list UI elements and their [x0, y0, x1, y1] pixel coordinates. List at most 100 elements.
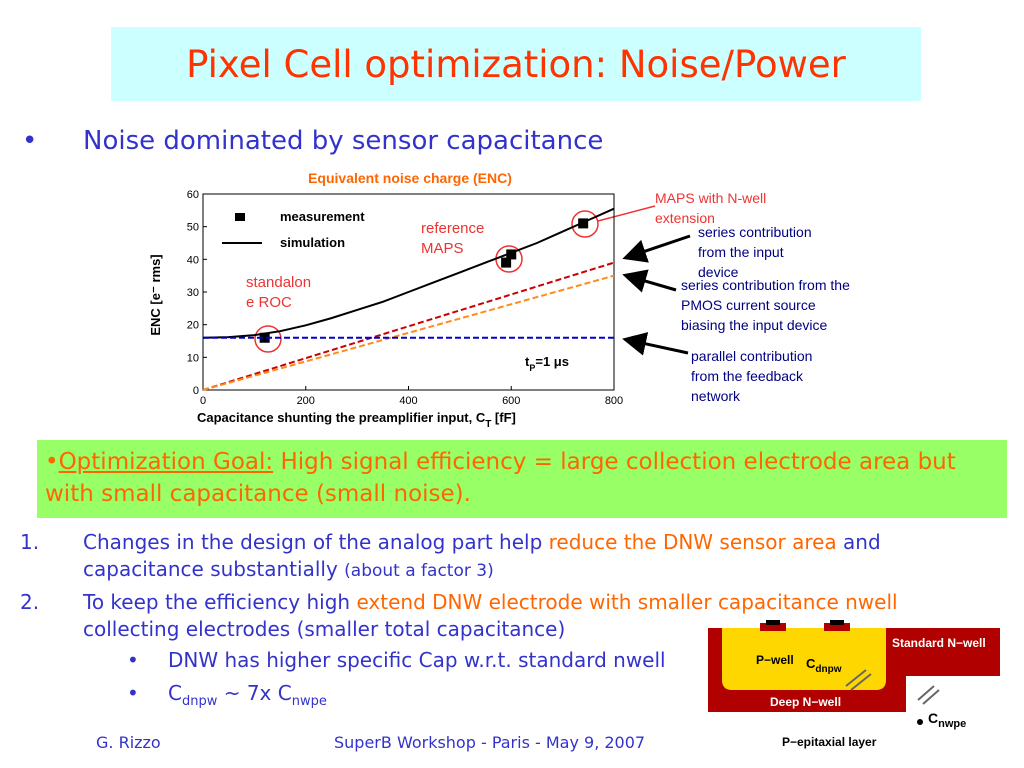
highlight-circle — [571, 210, 599, 238]
annotation: standalon e ROC — [246, 274, 311, 311]
subitem-marker: • — [127, 648, 139, 672]
slide-title: Pixel Cell optimization: Noise/Power — [111, 27, 921, 101]
annotation-line: MAPS — [421, 240, 464, 257]
t-label-sub: P — [529, 363, 535, 373]
text-run: dnpw — [181, 694, 218, 709]
legend-swatch — [235, 213, 245, 221]
item-text: Changes in the design of the analog part… — [83, 529, 1003, 585]
x-tick-label: 200 — [297, 395, 315, 407]
callout-line — [597, 205, 656, 222]
t-label-rest: =1 μs — [535, 354, 569, 369]
t-label: tP=1 μs — [525, 354, 569, 373]
capacitor — [917, 685, 935, 701]
subitem-text: Cdnpw ~ 7x Cnwpe — [168, 680, 327, 715]
goal-box: •Optimization Goal: High signal efficien… — [37, 440, 1007, 518]
text-run: C — [168, 681, 182, 705]
item-text: To keep the efficiency high extend DNW e… — [83, 589, 983, 643]
text-run: Changes in the design of the analog part… — [83, 530, 549, 554]
y-tick-label: 40 — [187, 254, 199, 266]
y-tick-label: 50 — [187, 222, 199, 234]
measurement-point — [501, 257, 512, 268]
capacitor — [845, 669, 867, 687]
annotation: series contribution from the PMOS current… — [681, 277, 850, 333]
text-run: collecting electrodes (smaller total cap… — [83, 617, 566, 641]
capacitor — [850, 673, 872, 691]
diagram: P−well Cdnpw Standard N−well Deep N−well… — [696, 620, 1024, 768]
arrow — [622, 332, 689, 356]
x-tick-label: 0 — [200, 395, 206, 407]
text-run: ~ 7x C — [217, 681, 292, 705]
measurement-point — [506, 249, 517, 260]
annotation-line: series contribution from the — [681, 277, 850, 293]
cnwpe-label: Cnwpe — [928, 710, 966, 730]
annotation: parallel contribution from the feedback ne… — [691, 348, 812, 404]
pwell-label: P−well — [756, 653, 794, 667]
annotation: series contribution from the input device — [698, 224, 812, 280]
item-number: 1. — [20, 530, 40, 554]
annotation: reference MAPS — [421, 220, 484, 257]
contact — [760, 623, 786, 631]
arrow — [622, 234, 691, 263]
annotation-line: from the feedback — [691, 368, 804, 384]
annotation-line: series contribution — [698, 224, 812, 240]
legend-label: simulation — [280, 235, 345, 250]
y-tick-label: 0 — [193, 385, 199, 397]
contribution-line — [202, 274, 615, 391]
contact — [766, 620, 780, 625]
text-run: extend DNW electrode with smaller capaci… — [356, 590, 898, 614]
x-axis-label: Capacitance shunting the preamplifier in… — [197, 410, 516, 430]
annotation: MAPS with N-well extension — [655, 190, 766, 226]
text-run: (about a factor 3) — [344, 561, 494, 581]
cnwpe-main: C — [928, 710, 938, 726]
footer-author: G. Rizzo — [96, 733, 161, 752]
annotation-line: biasing the input device — [681, 317, 828, 333]
annotation-line: extension — [655, 210, 715, 226]
deep-label: Deep N−well — [770, 695, 841, 709]
arrow — [622, 269, 677, 293]
measurement-point — [259, 332, 270, 343]
standard-nwell — [880, 628, 1000, 676]
text-run: reduce the DNW sensor area — [548, 530, 837, 554]
x-axis-label-rest: [fF] — [491, 410, 516, 425]
y-tick-label: 30 — [187, 287, 199, 299]
y-tick-label: 60 — [187, 189, 199, 201]
annotation-line: parallel contribution — [691, 348, 812, 364]
y-tick-label: 10 — [187, 352, 199, 364]
x-tick-label: 400 — [399, 395, 417, 407]
cdnpw-main: C — [806, 656, 816, 671]
text-run: DNW has higher specific Cap w.r.t. stand… — [168, 648, 666, 672]
cdnpw-label: Cdnpw — [806, 656, 842, 675]
x-tick-label: 600 — [502, 395, 520, 407]
highlight-circle — [254, 325, 282, 353]
node — [917, 719, 923, 725]
pwell — [722, 628, 886, 690]
item-number: 2. — [20, 590, 40, 614]
goal-text: High signal efficiency = large collectio… — [45, 449, 956, 507]
legend-label: measurement — [280, 209, 365, 224]
subitem-text: DNW has higher specific Cap w.r.t. stand… — [168, 647, 666, 674]
bullet-text: Noise dominated by sensor capacitance — [83, 126, 604, 156]
contact — [824, 623, 850, 631]
annotation-line: network — [691, 388, 741, 404]
annotation-line: standalon — [246, 274, 311, 291]
t-label-main: t — [525, 354, 530, 369]
x-tick-label: 800 — [605, 395, 623, 407]
capacitor — [922, 689, 940, 705]
contact — [830, 620, 844, 625]
footer-event: SuperB Workshop - Paris - May 9, 2007 — [334, 733, 646, 752]
text-run: and capacitance substantially — [83, 530, 881, 581]
y-axis-label: ENC [e⁻ rms] — [148, 254, 163, 335]
goal-label: Optimization Goal: — [58, 449, 274, 475]
x-axis-label-main: Capacitance shunting the preamplifier in… — [197, 410, 486, 425]
text-run: nwpe — [291, 694, 327, 709]
annotation-line: device — [698, 264, 739, 280]
standard-label: Standard N−well — [892, 636, 986, 650]
simulation-line — [202, 207, 615, 339]
annotation-line: from the input — [698, 244, 784, 260]
epi-label: P−epitaxial layer — [782, 735, 877, 749]
annotation-line: reference — [421, 220, 484, 237]
cnwpe-sub: nwpe — [938, 718, 966, 730]
chart-title: Equivalent noise charge (ENC) — [308, 170, 512, 186]
